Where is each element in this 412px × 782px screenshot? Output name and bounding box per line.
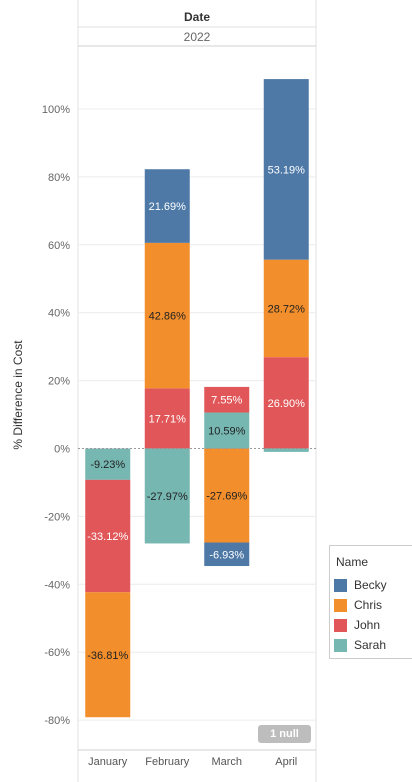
y-tick-label: 80%	[48, 172, 70, 184]
legend-swatch	[334, 618, 347, 632]
data-label: 26.90%	[268, 398, 306, 410]
x-tick-label: March	[211, 756, 242, 768]
x-tick-label: January	[88, 756, 128, 768]
bar-segment-chris-march	[204, 448, 250, 543]
bar-segment-john-april	[263, 357, 309, 449]
y-tick-label: 100%	[42, 104, 70, 116]
data-label: -9.23%	[90, 459, 125, 471]
null-values-badge[interactable]: 1 null	[258, 725, 311, 743]
bar-segment-sarah-march	[204, 412, 250, 449]
legend-swatch	[334, 578, 347, 592]
bar-segment-sarah-january	[85, 448, 131, 480]
y-tick-label: 20%	[48, 376, 70, 388]
bar-segment-becky-march	[204, 542, 250, 567]
legend-title: Name	[336, 555, 369, 569]
y-tick-label: 0%	[54, 444, 70, 456]
bar-segment-chris-january	[85, 592, 131, 718]
y-tick-label: -60%	[44, 647, 70, 659]
bar-segment-john-february	[144, 388, 190, 449]
y-tick-label: -80%	[44, 715, 70, 727]
bar-segment-becky-april	[263, 79, 309, 260]
x-tick-label: April	[275, 756, 297, 768]
legend-swatch	[334, 598, 347, 612]
data-label: -6.93%	[209, 549, 244, 561]
legend-label: John	[354, 618, 381, 632]
data-label: -36.81%	[87, 650, 128, 662]
data-label: -27.97%	[147, 491, 188, 503]
legend-item-becky[interactable]: Becky	[330, 575, 412, 595]
legend-label: Chris	[354, 598, 383, 612]
data-label: 7.55%	[211, 395, 242, 407]
column-header-title: Date	[183, 10, 210, 24]
legend-item-sarah[interactable]: Sarah	[330, 635, 412, 655]
data-label: 53.19%	[268, 164, 306, 176]
data-label: -33.12%	[87, 531, 128, 543]
bar-segment-sarah-february	[144, 448, 190, 544]
legend-label: Becky	[354, 578, 387, 592]
y-tick-label: 60%	[48, 240, 70, 252]
y-tick-label: -20%	[44, 511, 70, 523]
data-label: 28.72%	[268, 303, 306, 315]
legend-item-chris[interactable]: Chris	[330, 595, 412, 615]
legend-item-john[interactable]: John	[330, 615, 412, 635]
y-tick-label: -40%	[44, 579, 70, 591]
data-label: 21.69%	[149, 201, 187, 213]
bar-segment-chris-april	[263, 259, 309, 358]
legend: Name Becky Chris John Sarah	[329, 545, 412, 659]
bar-segment-becky-february	[144, 169, 190, 243]
data-label: -27.69%	[206, 491, 247, 503]
bar-segment-sarah-april	[263, 448, 309, 452]
x-tick-label: February	[145, 756, 190, 768]
bar-segment-john-march	[204, 386, 250, 413]
data-label: 10.59%	[208, 426, 246, 438]
data-label: 42.86%	[149, 311, 187, 323]
column-header-year: 2022	[183, 30, 211, 44]
y-tick-label: 40%	[48, 308, 70, 320]
bar-segment-chris-february	[144, 242, 190, 389]
legend-label: Sarah	[354, 638, 387, 652]
legend-swatch	[334, 638, 347, 652]
bar-segment-john-january	[85, 479, 131, 593]
data-label: 17.71%	[149, 413, 187, 425]
